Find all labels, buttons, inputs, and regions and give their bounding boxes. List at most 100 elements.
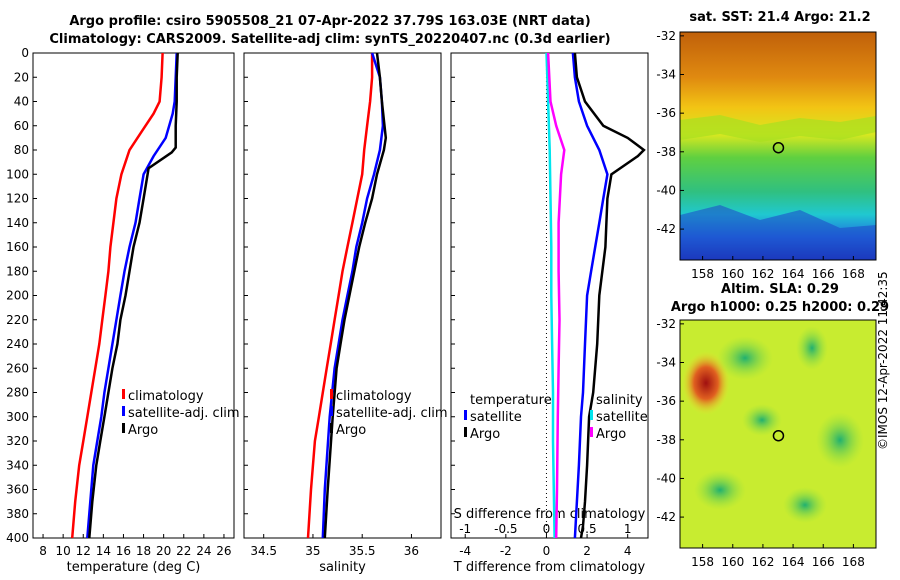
depth-tick-label: 180 — [6, 264, 29, 278]
temp-series-satellite-adj-clim — [86, 52, 178, 539]
sst-map — [679, 31, 877, 261]
diff-x-tick-label: 2 — [583, 544, 591, 558]
depth-tick-label: 160 — [6, 240, 29, 254]
diff-x-tick-label: 4 — [624, 544, 632, 558]
temp-x-tick-label: 16 — [116, 544, 131, 558]
sal-legend-label: Argo — [336, 423, 366, 438]
sla-eddy-1 — [717, 336, 773, 380]
depth-tick-label: 60 — [14, 119, 29, 133]
figure-title-line2: Climatology: CARS2009. Satellite-adj cli… — [49, 32, 611, 47]
temp-x-tick-label: 24 — [196, 544, 211, 558]
sal-panel: 34.5 35 35.5 36 salinity climatology satellite… — [243, 52, 448, 575]
sst-map-title: sat. SST: 21.4 Argo: 21.2 — [689, 10, 871, 25]
diff-x-tick-label: -2 — [500, 544, 512, 558]
sal-x-tick-label: 34.5 — [250, 544, 277, 558]
depth-tick-label: 380 — [6, 507, 29, 521]
temp-legend-label: climatology — [128, 389, 204, 404]
temp-x-tick-label: 26 — [216, 544, 231, 558]
sal-legend-swatch — [330, 423, 333, 433]
temp-series-argo — [88, 52, 179, 539]
depth-tick-label: 260 — [6, 361, 29, 375]
s-diff-axis-label: S difference from climatology — [454, 507, 646, 522]
sal-legend-label: climatology — [336, 389, 412, 404]
sst-lat-tick-label: -40 — [656, 183, 676, 197]
sst-float-marker — [772, 141, 785, 154]
diff-series-salinity-satellite — [545, 52, 556, 539]
sst-lat-tick-label: -38 — [656, 145, 676, 159]
sal-x-tick-label: 35.5 — [349, 544, 376, 558]
depth-tick-label: 360 — [6, 483, 29, 497]
sal-series-climatology — [306, 53, 374, 539]
diff-x-axis-label: T difference from climatology — [453, 560, 646, 575]
legend-salinity-swatch — [590, 427, 593, 437]
temp-legend-label: Argo — [128, 423, 158, 438]
sla-lat-tick-label: -38 — [656, 433, 676, 447]
temp-x-tick-label: 10 — [56, 544, 71, 558]
legend-salinity-swatch — [590, 410, 593, 420]
temp-axes-frame — [32, 52, 235, 539]
figure-title-line1: Argo profile: csiro 5905508_21 07-Apr-20… — [69, 14, 591, 29]
legend-temperature-title: temperature — [470, 393, 552, 408]
sla-float-marker — [772, 429, 785, 442]
depth-tick-label: 20 — [14, 70, 29, 84]
sla-map — [679, 319, 877, 549]
sla-warm-eddy — [682, 351, 730, 415]
legend-temperature-swatch — [464, 410, 467, 420]
sla-eddy-5 — [694, 470, 746, 510]
s-diff-tick-label: 0 — [543, 522, 551, 536]
sla-lon-tick-label: 166 — [812, 555, 835, 569]
sst-lat-tick-label: -34 — [656, 68, 676, 82]
sla-lon-tick-label: 160 — [721, 555, 744, 569]
sal-series-argo — [323, 52, 388, 539]
sal-legend-swatch — [330, 389, 333, 399]
sla-lat-tick-label: -42 — [656, 510, 676, 524]
depth-tick-label: 40 — [14, 95, 29, 109]
sst-lon-tick-label: 166 — [812, 267, 835, 281]
temp-x-tick-label: 22 — [176, 544, 191, 558]
depth-tick-label: 400 — [6, 531, 29, 545]
legend-salinity-label: satellite — [596, 410, 648, 425]
legend-salinity-title: salinity — [596, 393, 643, 408]
s-diff-tick-label: 1 — [624, 522, 632, 536]
sst-map-front — [680, 115, 876, 142]
s-diff-tick-label: -1 — [459, 522, 471, 536]
sal-legend-swatch — [330, 406, 333, 416]
temp-x-tick-label: 8 — [39, 544, 47, 558]
depth-tick-label: 300 — [6, 410, 29, 424]
diff-x-tick-label: -4 — [459, 544, 471, 558]
temp-series-climatology — [70, 52, 164, 539]
sal-series-satellite-adj-clim — [321, 52, 385, 539]
sal-x-axis-label: salinity — [319, 560, 366, 575]
legend-temperature-label: Argo — [470, 427, 500, 442]
sst-lon-tick-label: 168 — [842, 267, 865, 281]
diff-series-temperature-satellite — [571, 52, 609, 539]
diff-x-tick-label: 0 — [543, 544, 551, 558]
depth-tick-label: 200 — [6, 289, 29, 303]
depth-tick-label: 280 — [6, 386, 29, 400]
temp-x-axis-label: temperature (deg C) — [67, 560, 201, 575]
temp-panel: 0 20 40 60 80 100 120 140 160 180 200 220 240 260 280 3… — [6, 46, 240, 575]
sla-map-title-line2: Argo h1000: 0.25 h2000: 0.29 — [670, 300, 890, 315]
s-diff-tick-label: -0.5 — [494, 522, 517, 536]
sla-map-frame — [679, 319, 877, 549]
temp-legend-swatch — [122, 389, 125, 399]
sla-lat-tick-label: -40 — [656, 471, 676, 485]
sst-map-cold-water — [680, 205, 876, 260]
depth-tick-label: 80 — [14, 143, 29, 157]
sst-map-frame — [679, 31, 877, 261]
legend-salinity-label: Argo — [596, 427, 626, 442]
depth-tick-label: 0 — [21, 46, 29, 60]
sal-x-tick-label: 35 — [305, 544, 320, 558]
depth-tick-label: 140 — [6, 216, 29, 230]
diff-series-temperature-argo — [573, 52, 646, 539]
sst-lon-tick-label: 158 — [691, 267, 714, 281]
sla-lon-tick-label: 164 — [782, 555, 805, 569]
sal-axes-frame — [243, 52, 442, 539]
temp-legend-swatch — [122, 406, 125, 416]
sst-lat-tick-label: -32 — [656, 29, 676, 43]
sst-lon-tick-label: 164 — [782, 267, 805, 281]
diff-series-salinity-argo — [546, 52, 566, 539]
sst-lat-tick-label: -36 — [656, 106, 676, 120]
depth-tick-label: 220 — [6, 313, 29, 327]
